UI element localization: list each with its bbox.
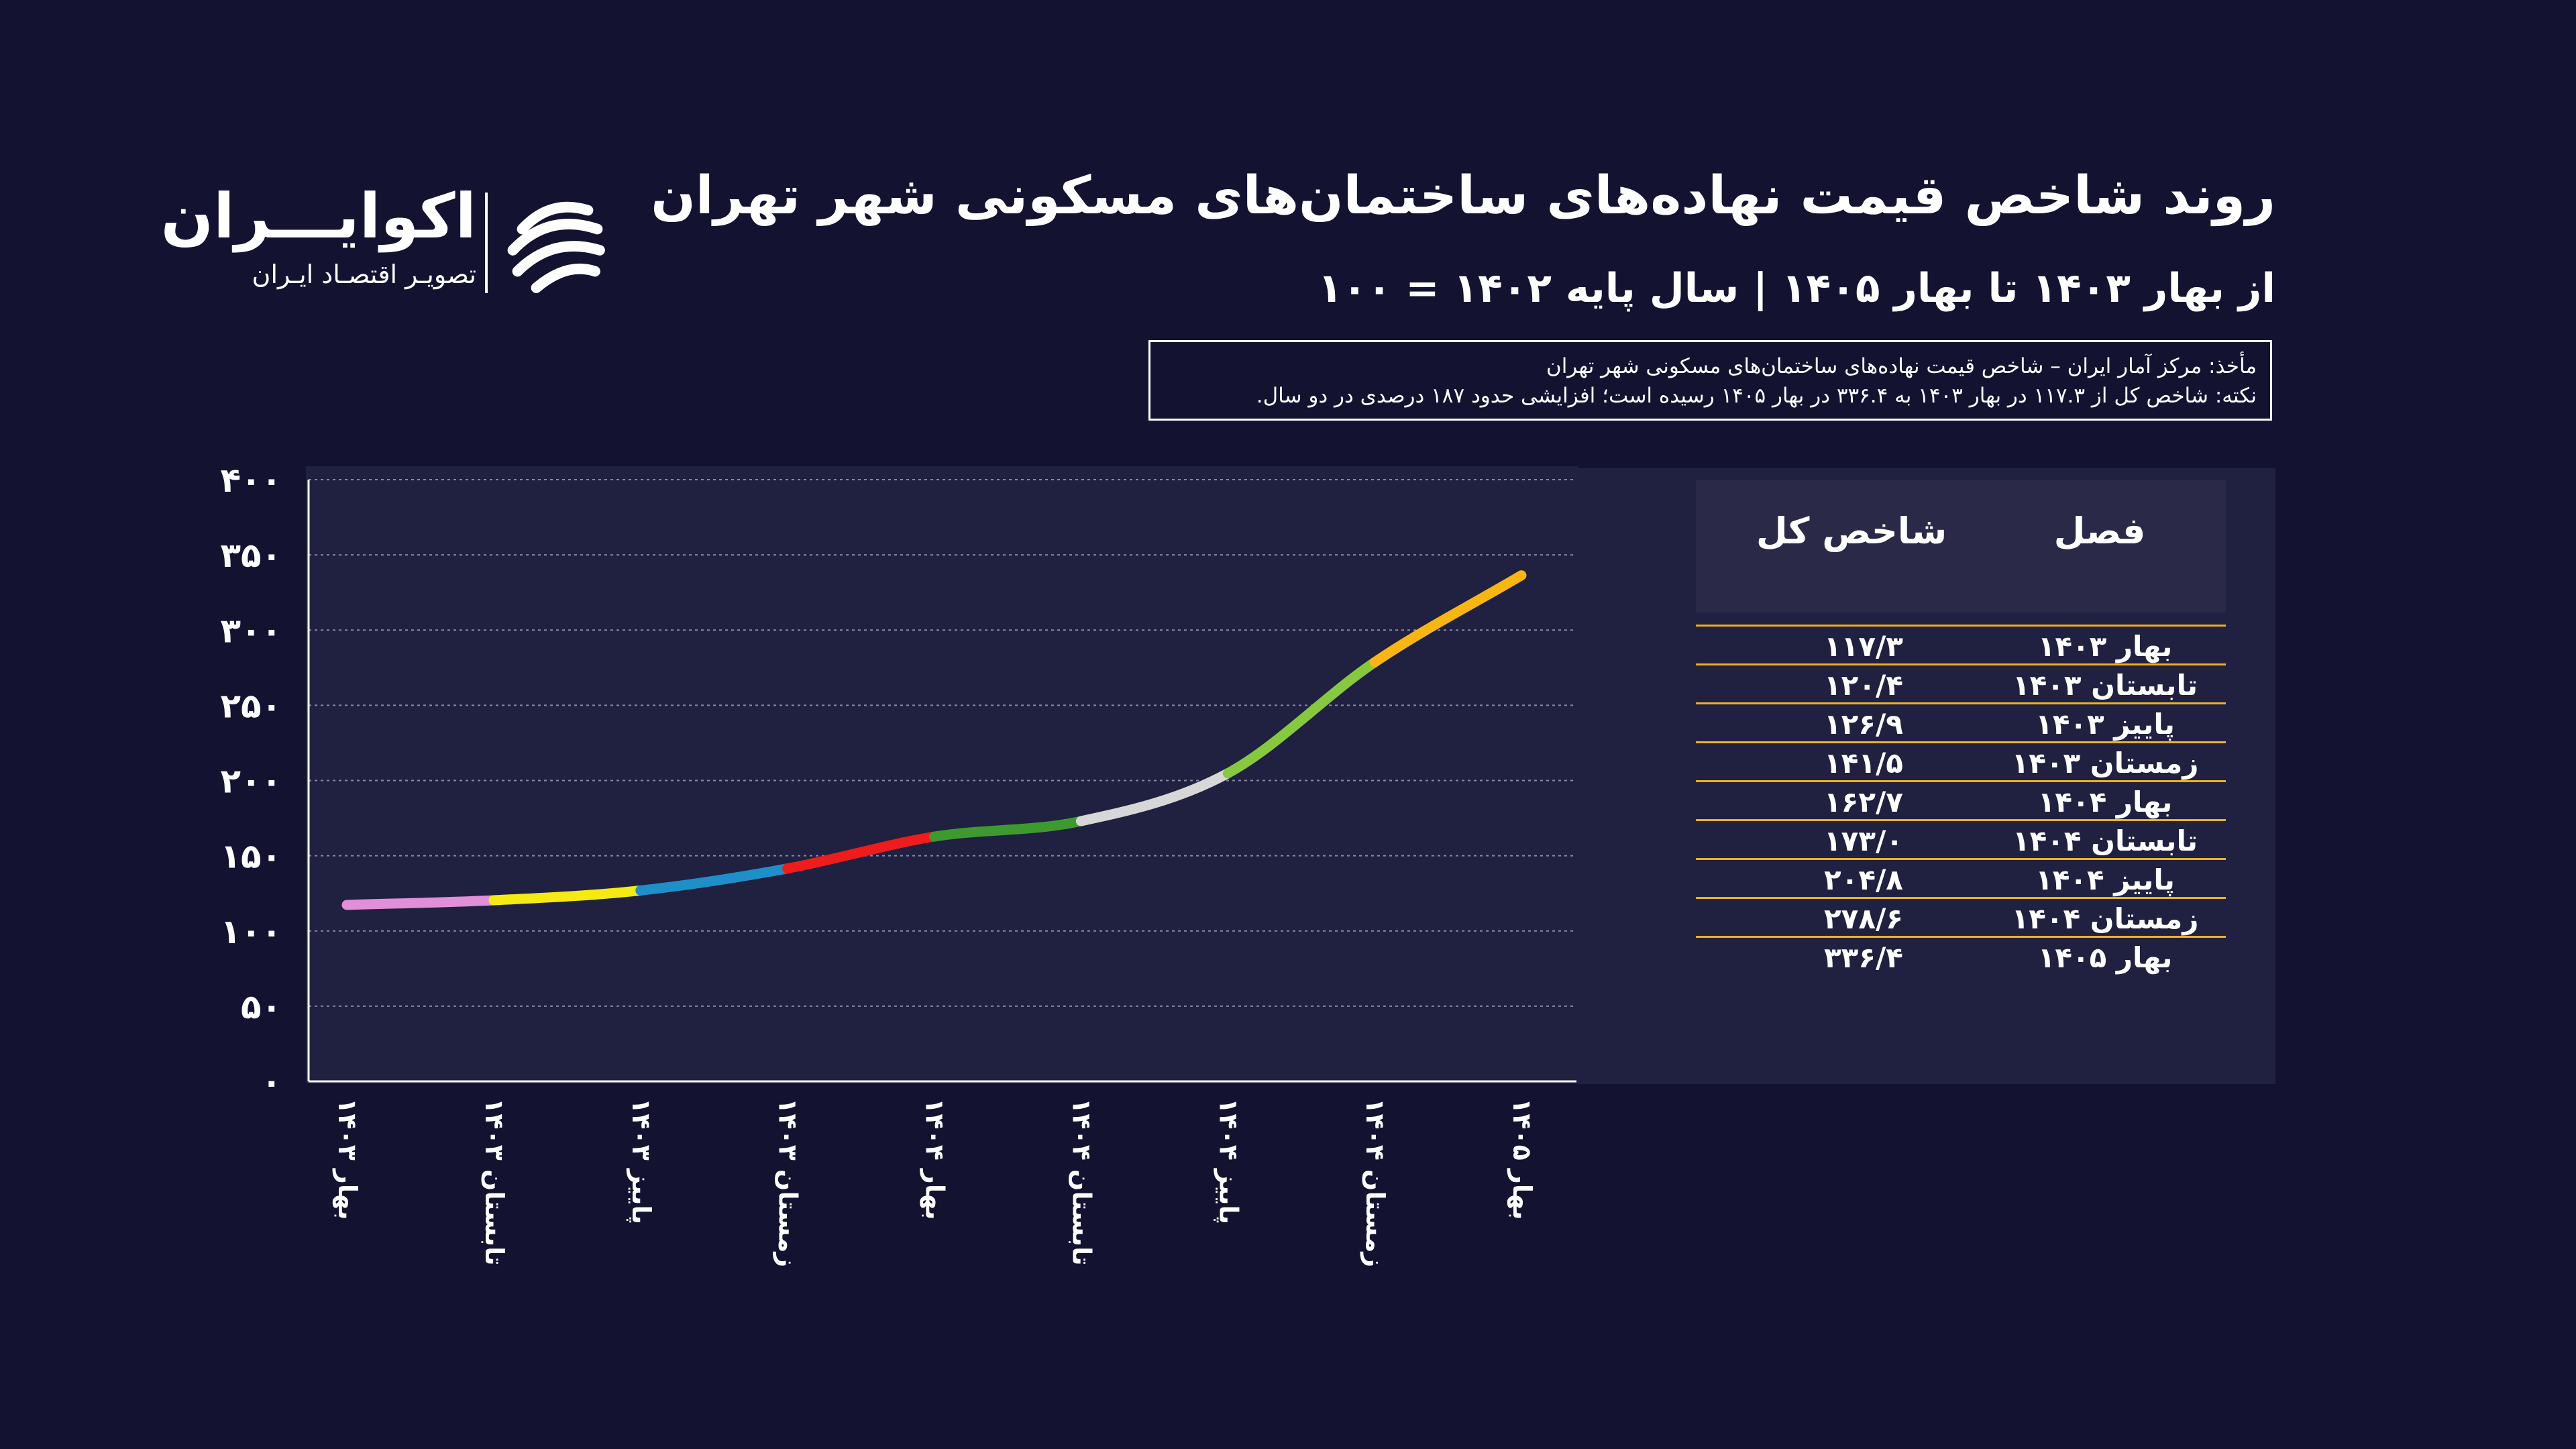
table-row-divider — [1696, 780, 2226, 782]
x-tick-label: زمستان ۱۴۰۳ — [773, 1098, 803, 1267]
table-row: تابستان ۱۴۰۴ ۱۷۳/۰ — [1696, 822, 2226, 861]
x-tick-label: بهار ۱۴۰۵ — [1507, 1098, 1537, 1220]
line-segment — [1222, 657, 1380, 779]
table-row-divider — [1696, 858, 2226, 860]
line-segment — [635, 863, 793, 896]
index-cell: ۳۳۶/۴ — [1824, 941, 1903, 974]
table-row: بهار ۱۴۰۳ ۱۱۷/۳ — [1696, 627, 2226, 666]
season-cell: بهار ۱۴۰۴ — [2037, 786, 2173, 818]
table-row-divider — [1696, 897, 2226, 899]
x-tick-label: پاییز ۱۴۰۴ — [1214, 1098, 1243, 1224]
source-text: مأخذ: مرکز آمار ایران – شاخص قیمت نهاده‌… — [1546, 354, 2257, 378]
x-tick-label: تابستان ۱۴۰۳ — [480, 1098, 509, 1266]
season-cell: بهار ۱۴۰۳ — [2037, 630, 2173, 663]
series-line — [341, 570, 1527, 910]
table-row: بهار ۱۴۰۵ ۳۳۶/۴ — [1696, 938, 2226, 977]
axes — [307, 480, 1576, 1083]
y-tick-label: ۰ — [261, 1063, 282, 1102]
season-column-header: فصل — [2053, 510, 2146, 552]
season-cell: تابستان ۱۴۰۳ — [2012, 669, 2198, 702]
x-tick-label: پاییز ۱۴۰۳ — [627, 1098, 656, 1224]
x-tick-label: تابستان ۱۴۰۴ — [1067, 1098, 1096, 1266]
table-row-divider — [1696, 819, 2226, 821]
brand-tagline: تصویـر اقتصـاد ایـران — [252, 260, 476, 289]
table-row: بهار ۱۴۰۴ ۱۶۲/۷ — [1696, 783, 2226, 822]
table-row-divider — [1696, 936, 2226, 938]
x-tick-labels: بهار ۱۴۰۳ تابستان ۱۴۰۳ پاییز ۱۴۰۳ زمستان ۱۴… — [333, 1098, 1537, 1267]
y-tick-label: ۵۰ — [241, 987, 282, 1026]
y-tick-labels: ۰ ۵۰ ۱۰۰ ۱۵۰ ۲۰۰ ۲۵۰ ۳۰۰ ۳۵۰ ۴۰۰ — [220, 461, 282, 1102]
season-cell: زمستان ۱۴۰۴ — [2011, 902, 2199, 935]
x-tick-label: بهار ۱۴۰۳ — [333, 1098, 362, 1220]
table-row: زمستان ۱۴۰۳ ۱۴۱/۵ — [1696, 744, 2226, 783]
y-tick-label: ۱۰۰ — [220, 912, 282, 951]
index-cell: ۲۰۴/۸ — [1824, 863, 1903, 896]
line-segment — [929, 816, 1086, 842]
table-row: زمستان ۱۴۰۴ ۲۷۸/۶ — [1696, 900, 2226, 938]
x-tick-label: زمستان ۱۴۰۴ — [1360, 1098, 1390, 1267]
table-header-band — [1696, 480, 2226, 612]
line-segment — [341, 895, 499, 910]
y-tick-label: ۲۵۰ — [220, 686, 282, 725]
ecoiran-logo-icon — [507, 201, 605, 293]
season-cell: تابستان ۱۴۰۴ — [2012, 824, 2198, 857]
index-cell: ۱۲۰/۴ — [1824, 669, 1903, 702]
brand-name: اکوایـــران — [160, 180, 476, 252]
line-segment — [1369, 570, 1527, 667]
source-note-box: مأخذ: مرکز آمار ایران – شاخص قیمت نهاده‌… — [1148, 340, 2272, 421]
season-cell: پاییز ۱۴۰۴ — [2035, 863, 2175, 896]
line-segment — [782, 831, 939, 874]
line-segment — [1075, 768, 1233, 826]
index-cell: ۱۷۳/۰ — [1824, 824, 1903, 857]
season-cell: پاییز ۱۴۰۳ — [2035, 708, 2175, 741]
table-row-divider — [1696, 741, 2226, 743]
note-text: نکته: شاخص کل از ۱۱۷.۳ در بهار ۱۴۰۳ به ۳… — [1256, 384, 2257, 408]
index-cell: ۱۴۱/۵ — [1824, 747, 1903, 780]
x-tick-label: بهار ۱۴۰۴ — [920, 1098, 950, 1220]
brand-logo: اکوایـــران تصویـر اقتصـاد ایـران — [161, 184, 627, 299]
season-cell: بهار ۱۴۰۵ — [2037, 941, 2173, 974]
index-cell: ۱۶۲/۷ — [1824, 786, 1903, 818]
y-tick-label: ۲۰۰ — [220, 762, 282, 801]
table-row: پاییز ۱۴۰۴ ۲۰۴/۸ — [1696, 861, 2226, 900]
y-tick-label: ۳۰۰ — [220, 611, 282, 650]
logo-divider — [485, 193, 488, 293]
index-cell: ۱۱۷/۳ — [1824, 630, 1903, 663]
y-tick-label: ۱۵۰ — [220, 837, 282, 876]
y-tick-label: ۳۵۰ — [220, 536, 282, 575]
table-row-divider — [1696, 702, 2226, 704]
grid-lines — [309, 479, 1576, 1007]
chart-title: روند شاخص قیمت نهاده‌های ساختمان‌های مسک… — [651, 166, 2275, 226]
chart-panel — [306, 466, 1578, 1083]
y-tick-label: ۴۰۰ — [220, 461, 282, 500]
table-row: پاییز ۱۴۰۳ ۱۲۶/۹ — [1696, 705, 2226, 744]
season-cell: زمستان ۱۴۰۳ — [2011, 747, 2199, 780]
index-column-header: شاخص کل — [1756, 510, 1947, 552]
table-row-divider — [1696, 663, 2226, 665]
index-cell: ۱۲۶/۹ — [1824, 708, 1903, 741]
table-row: تابستان ۱۴۰۳ ۱۲۰/۴ — [1696, 666, 2226, 705]
chart-subtitle: از بهار ۱۴۰۳ تا بهار ۱۴۰۵ | سال پایه ۱۴۰… — [1318, 265, 2275, 312]
index-cell: ۲۷۸/۶ — [1824, 902, 1903, 935]
table-row-divider — [1696, 625, 2226, 627]
line-segment — [488, 885, 646, 906]
